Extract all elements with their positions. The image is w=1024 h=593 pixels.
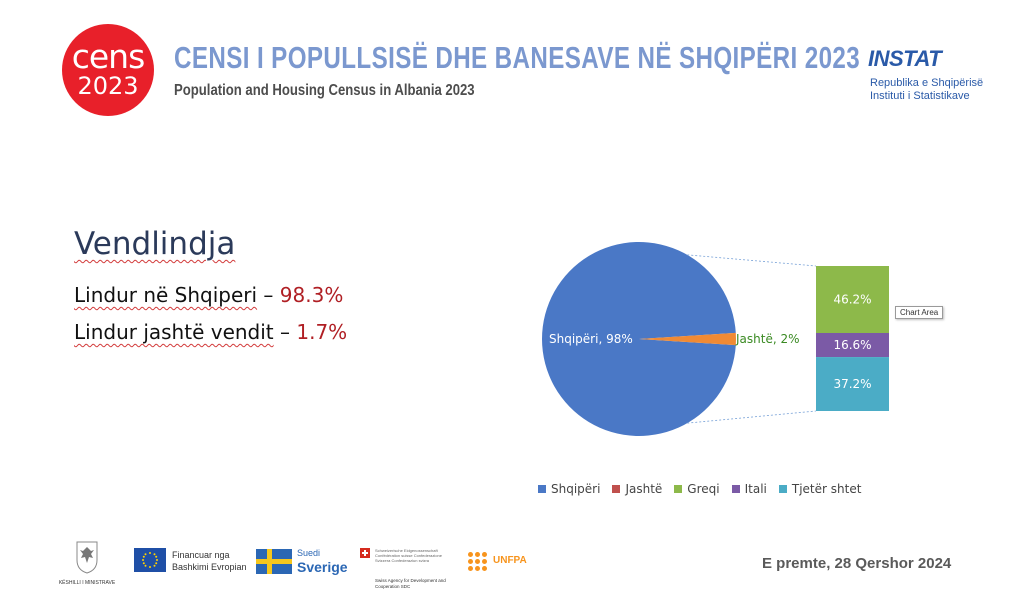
sweden-text-line2: Sverige — [297, 559, 348, 575]
pie-slice-jashte — [639, 332, 736, 346]
pie-label-shqiperi: Shqipëri, 98% — [549, 332, 633, 346]
instat-logo-line2: Instituti i Statistikave — [870, 90, 970, 102]
stat-value: 1.7% — [296, 320, 348, 344]
connector-line-bottom — [687, 410, 817, 424]
legend-item-tjeter-shtet: Tjetër shtet — [778, 482, 862, 496]
swiss-cross-icon — [360, 548, 370, 558]
albania-emblem: KËSHILLI I MINISTRAVE — [58, 538, 116, 590]
legend-label: Jashtë — [625, 482, 663, 496]
swiss-sdc-text: Swiss Agency for Development and Coopera… — [375, 578, 446, 589]
legend-label: Itali — [744, 482, 767, 496]
legend-label: Shqipëri — [551, 482, 601, 496]
legend-item-itali: Itali — [731, 482, 767, 496]
eagle-icon — [76, 541, 98, 574]
bar-segment-label: 16.6% — [833, 338, 871, 352]
stat-separator: – — [273, 320, 297, 344]
sweden-text-line1: Suedi — [297, 548, 321, 558]
instat-logo-line1: Republika e Shqipërisë — [870, 77, 984, 89]
cens-logo-line2: 2023 — [77, 72, 139, 100]
eu-funding-text: Financuar nga Bashkimi Evropian — [172, 549, 247, 573]
sweden-flag-icon — [256, 549, 292, 574]
bar-segment-greqi — [816, 266, 889, 333]
connector-line-top — [687, 254, 817, 267]
bar-segment-tjeter-shtet — [816, 357, 889, 411]
cens-logo: cens 2023 — [62, 24, 154, 116]
pie-slice-shqiperi — [541, 241, 736, 436]
stat-line-born-albania: Lindur në Shqiperi – 98.3% — [74, 283, 343, 307]
presentation-date: E premte, 28 Qershor 2024 — [762, 555, 952, 572]
unfpa-dots-icon — [468, 552, 492, 574]
legend-label: Tjetër shtet — [791, 482, 862, 496]
legend-label: Greqi — [687, 482, 720, 496]
legend-item-shqiperi: Shqipëri — [538, 482, 600, 496]
legend-swatch — [731, 485, 740, 493]
chart-legend: Shqipëri Jashtë Greqi Itali Tjetër shtet — [538, 482, 861, 496]
pie-label-jashte: Jashtë, 2% — [735, 332, 800, 346]
legend-item-jashte: Jashtë — [612, 482, 662, 496]
cens-logo-line1: cens — [71, 37, 146, 76]
stat-label: Lindur jashtë vendit — [74, 320, 274, 344]
bar-segment-label: 37.2% — [833, 377, 871, 391]
stat-value: 98.3% — [279, 283, 344, 307]
bar-segment-itali — [816, 332, 889, 358]
instat-logo: INSTAT Republika e Shqipërisë Instituti … — [868, 46, 986, 102]
stat-line-born-abroad: Lindur jashtë vendit – 1.7% — [74, 320, 347, 344]
bar-segment-label: 46.2% — [833, 292, 871, 306]
stat-label: Lindur në Shqiperi — [74, 283, 258, 307]
instat-logo-name: INSTAT — [868, 46, 942, 71]
page-subtitle: Population and Housing Census in Albania… — [174, 82, 475, 99]
legend-swatch — [778, 485, 787, 493]
eu-funding-line1: Financuar nga — [172, 550, 230, 560]
stat-separator: – — [257, 283, 280, 307]
legend-swatch — [538, 485, 546, 493]
eu-funding-line2: Bashkimi Evropian — [172, 562, 247, 572]
legend-swatch — [674, 485, 683, 493]
section-heading: Vendlindja — [74, 226, 236, 262]
legend-item-greqi: Greqi — [674, 482, 720, 496]
eu-flag-icon — [134, 548, 166, 572]
swiss-confederation-text: Schweizerische Eidgenossenschaft Confédé… — [375, 548, 442, 563]
legend-swatch — [612, 485, 621, 493]
page-title: CENSI I POPULLSISË DHE BANESAVE NË SHQIP… — [174, 40, 861, 75]
chart-area-tooltip: Chart Area — [895, 306, 944, 319]
emblem-caption: KËSHILLI I MINISTRAVE — [58, 580, 116, 586]
unfpa-logo-text: UNFPA — [493, 555, 527, 566]
